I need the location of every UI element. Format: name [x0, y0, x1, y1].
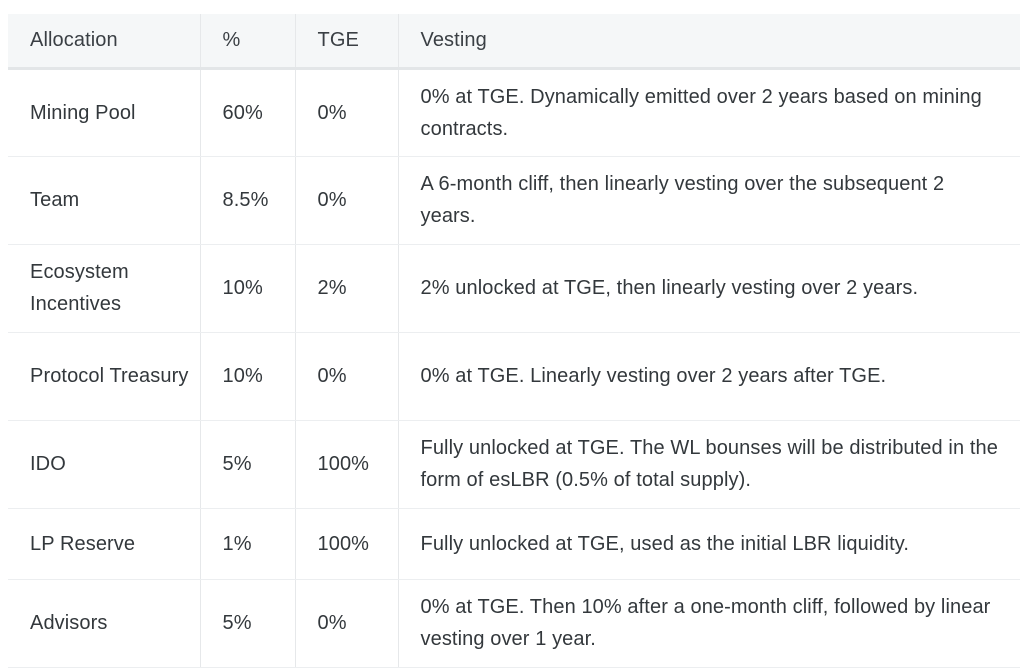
- allocation-cell: Mining Pool: [8, 68, 201, 157]
- token-allocation-table: Allocation % TGE Vesting Mining Pool 60%…: [8, 14, 1020, 668]
- vesting-cell: 0% at TGE. Linearly vesting over 2 years…: [398, 332, 1020, 421]
- table-header: Allocation % TGE Vesting: [8, 14, 1020, 70]
- tge-cell: 0%: [295, 332, 399, 421]
- allocation-table-container: Allocation % TGE Vesting Mining Pool 60%…: [8, 14, 1020, 668]
- table-body: Mining Pool 60% 0% 0% at TGE. Dynamicall…: [8, 68, 1020, 668]
- allocation-cell: LP Reserve: [8, 508, 201, 580]
- table-row: IDO 5% 100% Fully unlocked at TGE. The W…: [8, 420, 1020, 509]
- table-row: Team 8.5% 0% A 6-month cliff, then linea…: [8, 156, 1020, 245]
- tge-cell: 2%: [295, 244, 399, 333]
- allocation-cell: Protocol Treasury: [8, 332, 201, 421]
- allocation-cell: IDO: [8, 420, 201, 509]
- percent-cell: 60%: [200, 68, 296, 157]
- percent-cell: 10%: [200, 244, 296, 333]
- vesting-cell: Fully unlocked at TGE, used as the initi…: [398, 508, 1020, 580]
- percent-cell: 1%: [200, 508, 296, 580]
- table-row: Ecosystem Incentives 10% 2% 2% unlocked …: [8, 244, 1020, 333]
- tge-cell: 100%: [295, 420, 399, 509]
- column-header-percent: %: [200, 14, 296, 70]
- table-row: Protocol Treasury 10% 0% 0% at TGE. Line…: [8, 332, 1020, 421]
- column-header-allocation: Allocation: [8, 14, 201, 70]
- table-row: Mining Pool 60% 0% 0% at TGE. Dynamicall…: [8, 68, 1020, 157]
- column-header-tge: TGE: [295, 14, 399, 70]
- percent-cell: 10%: [200, 332, 296, 421]
- table-header-row: Allocation % TGE Vesting: [8, 14, 1020, 70]
- vesting-cell: Fully unlocked at TGE. The WL bounses wi…: [398, 420, 1020, 509]
- table-row: Advisors 5% 0% 0% at TGE. Then 10% after…: [8, 579, 1020, 668]
- vesting-cell: 2% unlocked at TGE, then linearly vestin…: [398, 244, 1020, 333]
- column-header-vesting: Vesting: [398, 14, 1020, 70]
- tge-cell: 0%: [295, 156, 399, 245]
- tge-cell: 0%: [295, 68, 399, 157]
- allocation-cell: Ecosystem Incentives: [8, 244, 201, 333]
- percent-cell: 8.5%: [200, 156, 296, 245]
- tge-cell: 100%: [295, 508, 399, 580]
- table-row: LP Reserve 1% 100% Fully unlocked at TGE…: [8, 508, 1020, 580]
- percent-cell: 5%: [200, 420, 296, 509]
- vesting-cell: 0% at TGE. Then 10% after a one-month cl…: [398, 579, 1020, 668]
- vesting-cell: 0% at TGE. Dynamically emitted over 2 ye…: [398, 68, 1020, 157]
- allocation-cell: Team: [8, 156, 201, 245]
- vesting-cell: A 6-month cliff, then linearly vesting o…: [398, 156, 1020, 245]
- tge-cell: 0%: [295, 579, 399, 668]
- allocation-cell: Advisors: [8, 579, 201, 668]
- percent-cell: 5%: [200, 579, 296, 668]
